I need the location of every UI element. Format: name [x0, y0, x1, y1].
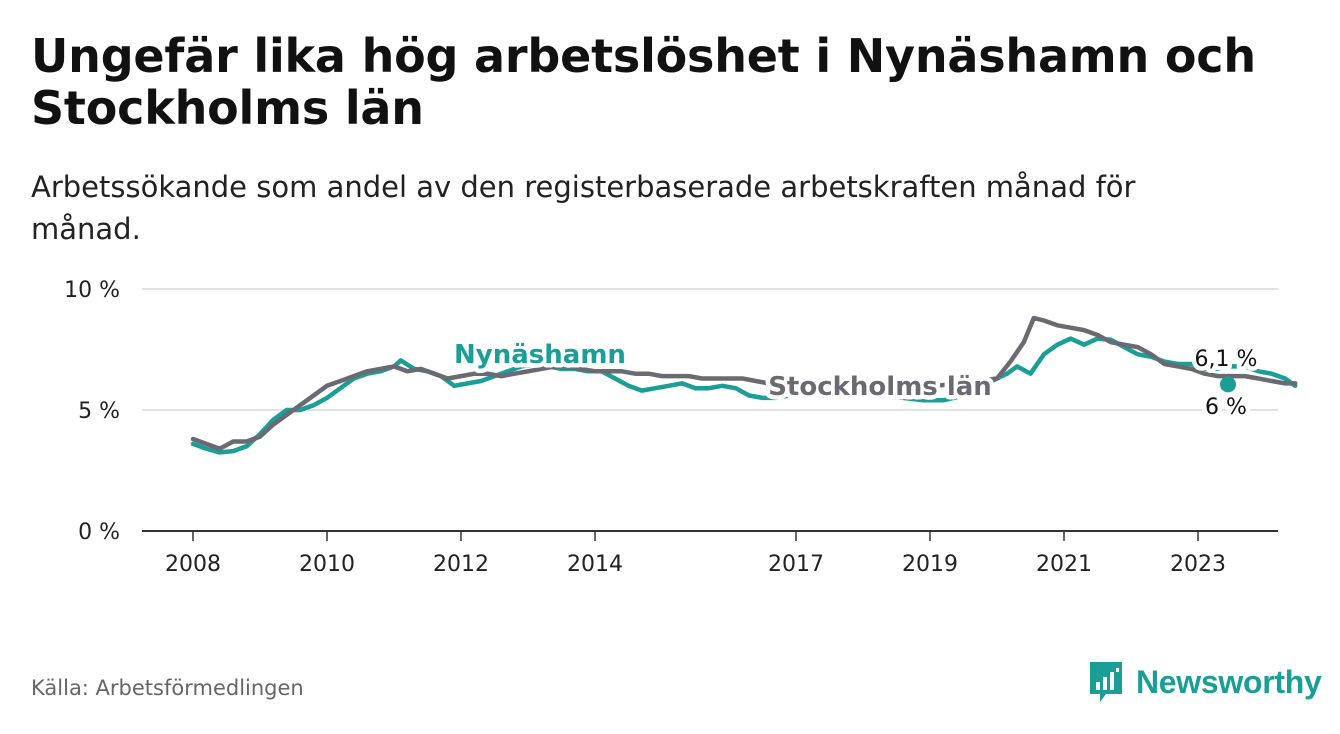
y-tick-label: 0 % — [78, 520, 120, 545]
y-tick-label: 10 % — [64, 278, 120, 303]
brand-name: Newsworthy — [1136, 663, 1322, 700]
x-tick-label: 2023 — [1170, 552, 1226, 577]
x-tick-label: 2014 — [567, 552, 623, 577]
series-label-stockholm-text: Stockholms län — [768, 372, 992, 402]
x-tick-label: 2010 — [299, 552, 355, 577]
chart-title: Ungefär lika hög arbetslöshet i Nynäsham… — [31, 29, 1256, 135]
x-tick-label: 2012 — [433, 552, 489, 577]
y-tick-label: 5 % — [78, 399, 120, 424]
series-line-nyn-shamn — [190, 336, 1298, 455]
x-tick-label: 2019 — [902, 552, 958, 577]
end-value-nynashamn-halo: 6 % — [1205, 395, 1247, 420]
series-label-nynashamn-halo: Nynäshamn — [454, 340, 626, 370]
grid-layer: 0 % 5 % 10 % 2008 2010 2012 2014 2017 2019 2021 20… — [64, 278, 1278, 577]
series-layer — [190, 315, 1298, 455]
series-label-stockholm-halo: Stockholms län — [768, 372, 992, 402]
x-tick-label: 2021 — [1036, 552, 1092, 577]
newsworthy-logo[interactable]: Newsworthy — [1088, 660, 1322, 704]
end-value-stockholm: 6,1 %6,1 % — [1190, 343, 1262, 377]
end-value-nynashamn: 6 %6 % — [1201, 391, 1252, 425]
x-tick-label: 2017 — [768, 552, 824, 577]
end-value-stockholm-text: 6,1 % — [1195, 347, 1258, 372]
x-tick-label: 2008 — [165, 552, 221, 577]
source-note: Källa: Arbetsförmedlingen — [31, 676, 304, 700]
end-value-nynashamn-text: 6 % — [1205, 395, 1247, 420]
end-point-marker — [1220, 376, 1236, 393]
series-label-nynashamn-text: Nynäshamn — [454, 340, 626, 370]
series-line-stockholms-l-n — [190, 315, 1298, 451]
bar-chart-icon — [1090, 662, 1122, 702]
chart-subtitle: Arbetssökande som andel av den registerb… — [31, 170, 1136, 246]
end-value-stockholm-halo: 6,1 % — [1195, 347, 1258, 372]
